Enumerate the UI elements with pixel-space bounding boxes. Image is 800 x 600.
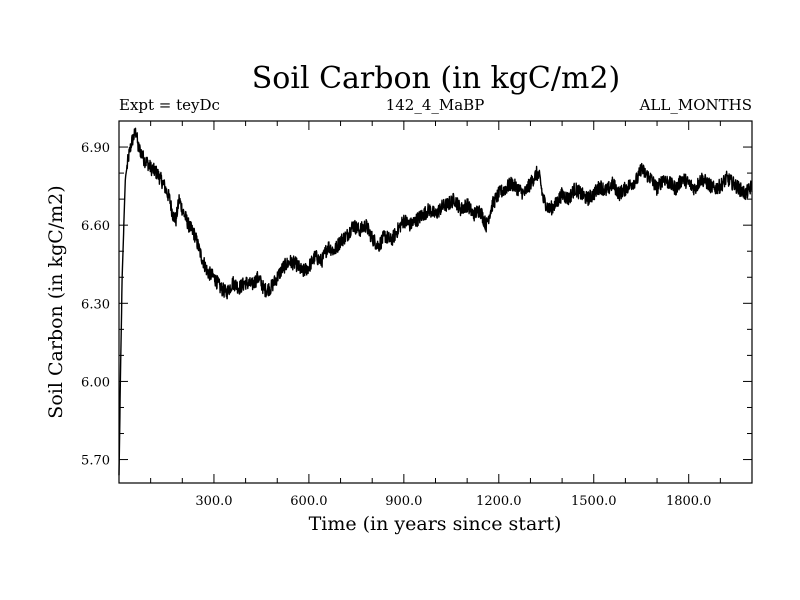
y-tick-label: 6.00 — [81, 375, 110, 390]
expt-label: Expt = teyDc — [119, 96, 220, 114]
x-axis-label: Time (in years since start) — [309, 513, 562, 535]
y-tick-label: 6.90 — [81, 141, 110, 156]
run-label: 142_4_MaBP — [386, 96, 485, 114]
months-label: ALL_MONTHS — [639, 96, 752, 114]
y-tick-label: 6.30 — [81, 297, 110, 312]
y-tick-label: 6.60 — [81, 219, 110, 234]
x-tick-label: 1200.0 — [476, 494, 522, 509]
y-tick-label: 5.70 — [81, 454, 110, 469]
x-tick-label: 1500.0 — [571, 494, 617, 509]
tick-labels: 300.0 600.0 900.0 1200.0 1500.0 1800.0 5.70 6.0… — [81, 141, 711, 509]
x-tick-label: 900.0 — [385, 494, 422, 509]
x-tick-label: 1800.0 — [666, 494, 712, 509]
plot-frame — [118, 120, 753, 484]
y-axis-label: Soil Carbon (in kgC/m2) — [45, 185, 67, 418]
chart-title: Soil Carbon (in kgC/m2) — [252, 61, 620, 96]
x-tick-label: 300.0 — [195, 494, 232, 509]
axis-ticks — [119, 120, 752, 483]
soil-carbon-line — [118, 127, 753, 476]
x-tick-label: 600.0 — [290, 494, 327, 509]
